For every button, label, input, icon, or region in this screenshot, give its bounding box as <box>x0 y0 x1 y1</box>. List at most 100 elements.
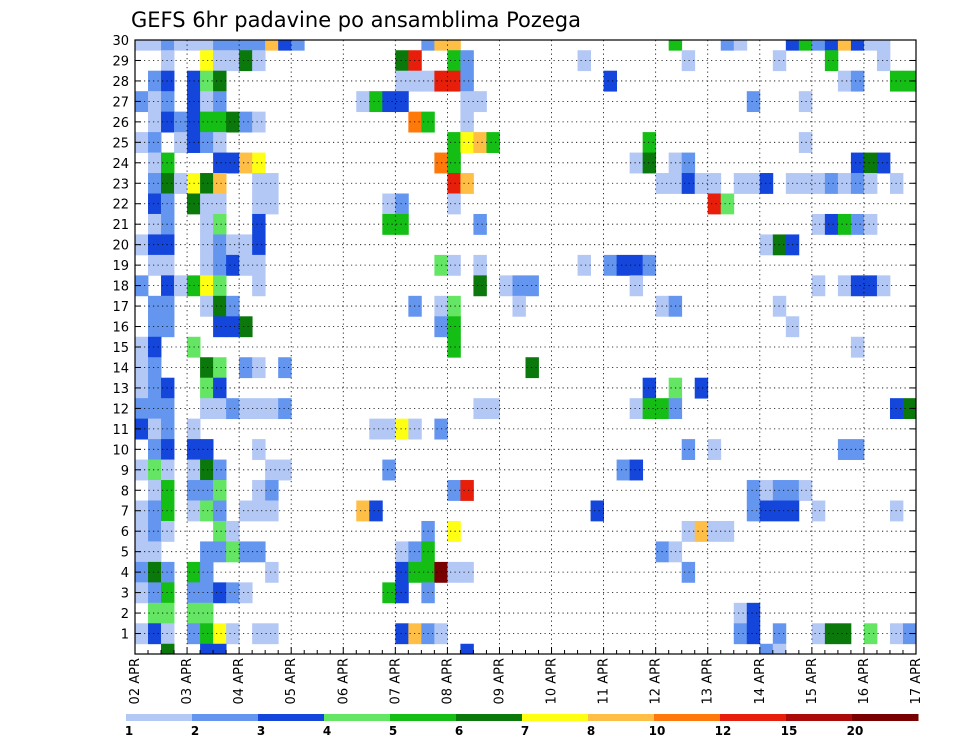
heatmap-cell <box>213 643 227 655</box>
y-tick-label: 19 <box>112 259 129 274</box>
heatmap-cell <box>863 152 878 174</box>
heatmap-cell <box>213 213 227 235</box>
heatmap-cell <box>161 254 175 276</box>
heatmap-cell <box>239 316 253 338</box>
heatmap-cell <box>200 111 214 133</box>
heatmap-cell <box>746 602 761 624</box>
heatmap-cell <box>213 152 227 174</box>
y-tick-label: 24 <box>112 157 129 172</box>
heatmap-cell <box>148 398 162 420</box>
y-tick-label: 25 <box>112 136 129 151</box>
heatmap-cell <box>603 70 618 92</box>
x-tick-label: 11 APR <box>597 658 612 704</box>
heatmap-cell <box>200 70 214 92</box>
x-tick-label: 09 APR <box>492 658 507 704</box>
heatmap-cell <box>863 275 878 297</box>
heatmap-cell <box>239 50 253 72</box>
y-tick-label: 6 <box>121 525 129 540</box>
colorbar-label: 20 <box>847 724 864 738</box>
heatmap-cell <box>356 91 370 113</box>
heatmap-cell <box>447 295 461 317</box>
heatmap-cell <box>577 254 591 276</box>
heatmap-cell <box>161 91 175 113</box>
heatmap-cell <box>213 459 227 481</box>
heatmap-cell <box>135 520 149 542</box>
heatmap-cell <box>148 111 162 133</box>
heatmap-cell <box>460 173 474 194</box>
heatmap-cell <box>733 623 748 645</box>
heatmap-cell <box>252 541 266 563</box>
heatmap-cell <box>850 173 865 194</box>
heatmap-cell <box>213 111 227 133</box>
heatmap-cell <box>278 40 292 51</box>
heatmap-cell <box>694 377 709 399</box>
heatmap-cell <box>590 500 604 522</box>
heatmap-cell <box>460 643 474 655</box>
x-tick-label: 06 APR <box>336 658 351 704</box>
heatmap-cell <box>148 418 162 440</box>
heatmap-cell <box>226 398 240 420</box>
heatmap-cell <box>629 275 644 297</box>
heatmap-cell <box>148 480 162 501</box>
heatmap-cell <box>148 377 162 399</box>
heatmap-cell <box>278 459 292 481</box>
heatmap-cell <box>148 602 162 624</box>
colorbar-label: 2 <box>191 724 199 738</box>
heatmap-cell <box>395 50 409 72</box>
x-tick-label: 07 APR <box>388 658 403 704</box>
heatmap-cell <box>200 50 214 72</box>
heatmap-cell <box>213 193 227 215</box>
heatmap-cell <box>382 418 396 440</box>
heatmap-cell <box>200 602 214 624</box>
heatmap-cell <box>447 132 461 153</box>
heatmap-cell <box>213 40 227 51</box>
heatmap-cell <box>876 275 891 297</box>
heatmap-cell <box>486 132 500 153</box>
y-axis: 1234567891011121314151617181920212223242… <box>112 34 916 643</box>
heatmap-cell <box>395 91 409 113</box>
heatmap-cell <box>291 40 305 51</box>
heatmap-cell <box>200 357 214 379</box>
heatmap-cell <box>863 40 878 51</box>
heatmap-cell <box>811 173 826 194</box>
y-tick-label: 14 <box>112 361 129 376</box>
heatmap-cell <box>161 459 175 481</box>
heatmap-cell <box>148 582 162 604</box>
heatmap-cell <box>642 254 657 276</box>
heatmap-cell <box>135 459 149 481</box>
heatmap-cell <box>161 316 175 338</box>
heatmap-cell <box>213 50 227 72</box>
heatmap-cell <box>382 459 396 481</box>
heatmap-cell <box>161 377 175 399</box>
heatmap-cell <box>447 50 461 72</box>
x-tick-label: 05 APR <box>284 658 299 704</box>
heatmap-cell <box>746 91 761 113</box>
heatmap-cells <box>135 40 917 655</box>
y-tick-label: 7 <box>121 505 129 520</box>
heatmap-cell <box>161 193 175 215</box>
heatmap-cell <box>148 357 162 379</box>
heatmap-cell <box>161 582 175 604</box>
heatmap-cell <box>200 40 214 51</box>
heatmap-cell <box>200 295 214 317</box>
y-tick-label: 10 <box>112 443 129 458</box>
heatmap-cell <box>148 336 162 358</box>
y-tick-label: 8 <box>121 484 129 499</box>
heatmap-cell <box>837 439 852 460</box>
heatmap-cell <box>837 70 852 92</box>
heatmap-cell <box>681 561 696 583</box>
heatmap-cell <box>265 173 279 194</box>
heatmap-cell <box>213 254 227 276</box>
y-tick-label: 28 <box>112 75 129 90</box>
heatmap-cell <box>148 152 162 174</box>
heatmap-cell <box>200 213 214 235</box>
heatmap-cell <box>213 623 227 645</box>
heatmap-cell <box>213 480 227 501</box>
heatmap-cell <box>850 275 865 297</box>
heatmap-cell <box>161 213 175 235</box>
heatmap-cell <box>213 132 227 153</box>
heatmap-cell <box>876 152 891 174</box>
heatmap-cell <box>733 40 748 51</box>
heatmap-cell <box>213 377 227 399</box>
